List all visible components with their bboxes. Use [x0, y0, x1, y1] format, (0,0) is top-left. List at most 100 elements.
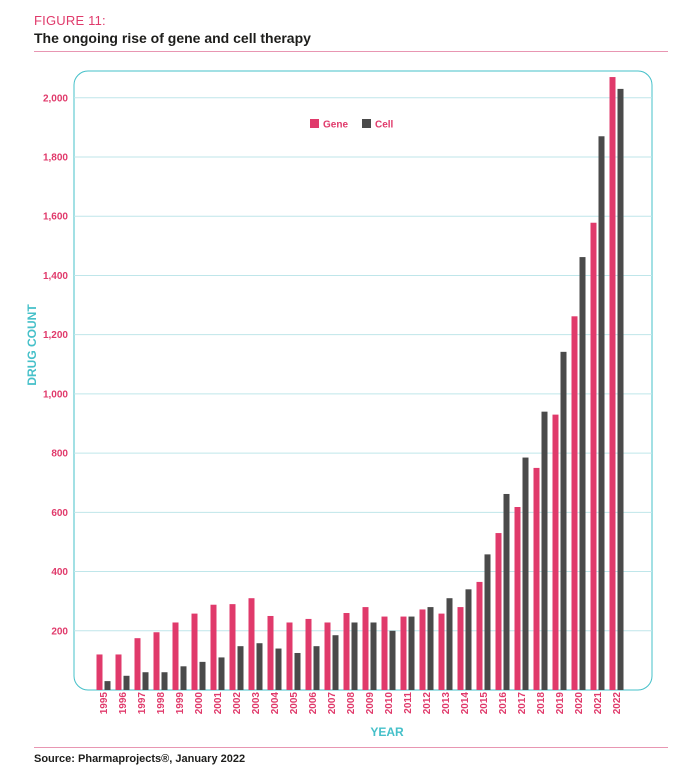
bar-cell-2008: [351, 622, 358, 690]
x-tick-label: 2006: [308, 692, 319, 715]
top-divider: [34, 51, 668, 52]
bar-gene-1999: [172, 622, 179, 690]
source-note: Source: Pharmaprojects®, January 2022: [34, 753, 246, 765]
x-tick-label: 2003: [251, 692, 262, 715]
bar-cell-2002: [237, 646, 244, 690]
bar-gene-2007: [324, 622, 331, 690]
bar-gene-2018: [533, 467, 540, 690]
bar-cell-2014: [465, 589, 472, 690]
x-tick-label: 2000: [194, 692, 205, 715]
legend-swatch-cell: [362, 119, 371, 128]
bar-gene-2000: [191, 613, 198, 690]
x-tick-label: 2019: [555, 692, 566, 715]
x-tick-label: 2020: [574, 692, 585, 715]
y-tick-label: 200: [51, 626, 68, 637]
bar-gene-2022: [609, 77, 616, 691]
bar-gene-2016: [495, 533, 502, 690]
x-tick-label: 2015: [479, 692, 490, 715]
bar-cell-2006: [313, 646, 320, 690]
x-tick-label: 2004: [270, 692, 281, 715]
y-tick-label: 1,800: [43, 153, 68, 164]
y-tick-label: 800: [51, 449, 68, 460]
x-tick-label: 2009: [365, 692, 376, 715]
x-tick-label: 1996: [118, 692, 129, 715]
bar-gene-1995: [96, 654, 103, 690]
bottom-divider: [34, 747, 668, 748]
bar-cell-2016: [503, 493, 510, 690]
legend-swatch-gene: [310, 119, 319, 128]
y-tick-label: 1,400: [43, 271, 68, 282]
bar-gene-2017: [514, 507, 521, 690]
bar-gene-2001: [210, 604, 217, 690]
x-tick-label: 2012: [422, 692, 433, 715]
bar-cell-2007: [332, 635, 339, 690]
x-tick-label: 2010: [384, 692, 395, 715]
bar-cell-2004: [275, 648, 282, 690]
x-tick-label: 2011: [403, 692, 414, 714]
figure-label: FIGURE 11:: [34, 13, 106, 28]
x-tick-label: 2001: [213, 692, 224, 715]
bar-cell-1996: [123, 675, 130, 690]
bar-gene-2005: [286, 622, 293, 690]
bar-gene-2020: [571, 316, 578, 690]
bar-gene-1997: [134, 638, 141, 690]
bar-gene-1998: [153, 632, 160, 690]
bar-cell-2021: [598, 136, 605, 690]
bar-cell-2001: [218, 657, 225, 690]
y-axis-title: DRUG COUNT: [25, 304, 39, 386]
bar-cell-2005: [294, 652, 301, 690]
bar-gene-2021: [590, 222, 597, 690]
bar-gene-2003: [248, 598, 255, 690]
bar-cell-2012: [427, 607, 434, 690]
bar-gene-2013: [438, 613, 445, 690]
bar-cell-2022: [617, 88, 624, 690]
y-tick-label: 1,600: [43, 212, 68, 223]
bar-cell-2000: [199, 661, 206, 690]
x-tick-label: 2002: [232, 692, 243, 715]
bar-cell-2003: [256, 643, 263, 690]
bar-cell-2013: [446, 598, 453, 690]
bar-cell-2009: [370, 622, 377, 690]
x-tick-label: 2008: [346, 692, 357, 715]
bar-gene-1996: [115, 654, 122, 690]
x-tick-label: 2014: [460, 692, 471, 715]
bar-gene-2009: [362, 607, 369, 690]
bar-cell-1998: [161, 672, 168, 690]
bar-cell-2018: [541, 411, 548, 690]
legend-label-cell: Cell: [375, 120, 394, 131]
x-tick-label: 2022: [612, 692, 623, 715]
bar-chart: 200 400 600 800 1,000 1,200 1,400 1,600 1,800 2,0…: [25, 70, 653, 739]
bar-cell-1997: [142, 672, 149, 690]
x-tick-label: 2021: [593, 692, 604, 715]
y-tick-label: 2,000: [43, 93, 68, 104]
figure-title: The ongoing rise of gene and cell therap…: [34, 30, 311, 46]
bar-gene-2008: [343, 613, 350, 690]
bar-cell-2015: [484, 554, 491, 690]
y-tick-label: 1,200: [43, 330, 68, 341]
bar-cell-1995: [104, 681, 111, 690]
bar-gene-2002: [229, 604, 236, 690]
legend-label-gene: Gene: [323, 120, 348, 131]
bar-cell-2011: [408, 616, 415, 690]
bar-gene-2010: [381, 616, 388, 690]
bar-gene-2011: [400, 616, 407, 690]
y-tick-label: 400: [51, 567, 68, 578]
y-tick-label: 600: [51, 508, 68, 519]
bar-gene-2006: [305, 618, 312, 690]
bar-gene-2004: [267, 615, 274, 690]
x-tick-label: 2017: [517, 692, 528, 715]
x-tick-label: 2005: [289, 692, 300, 715]
y-tick-label: 1,000: [43, 389, 68, 400]
x-axis-title: YEAR: [370, 725, 404, 739]
bar-cell-2019: [560, 351, 567, 690]
bar-cell-2010: [389, 630, 396, 690]
x-tick-label: 1997: [137, 692, 148, 715]
x-tick-label: 2013: [441, 692, 452, 715]
x-tick-label: 2007: [327, 692, 338, 715]
bar-gene-2012: [419, 609, 426, 690]
x-tick-label: 1998: [156, 692, 167, 715]
x-tick-label: 1999: [175, 692, 186, 715]
bar-cell-2020: [579, 257, 586, 690]
bar-gene-2015: [476, 581, 483, 690]
bar-gene-2014: [457, 607, 464, 690]
